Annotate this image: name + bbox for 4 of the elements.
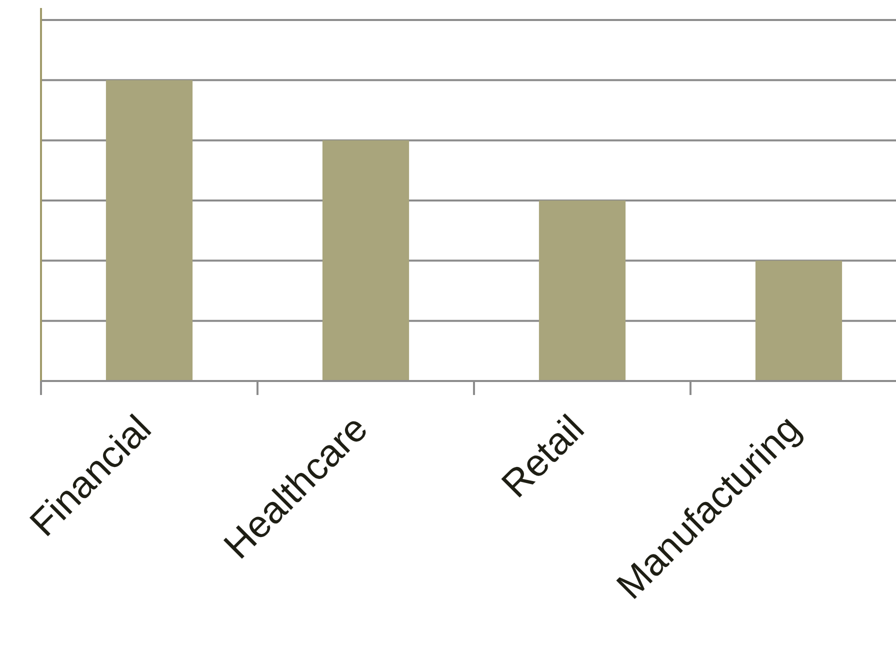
bar	[106, 80, 193, 381]
bar	[538, 200, 626, 381]
bar	[322, 140, 410, 381]
bar	[755, 260, 842, 381]
